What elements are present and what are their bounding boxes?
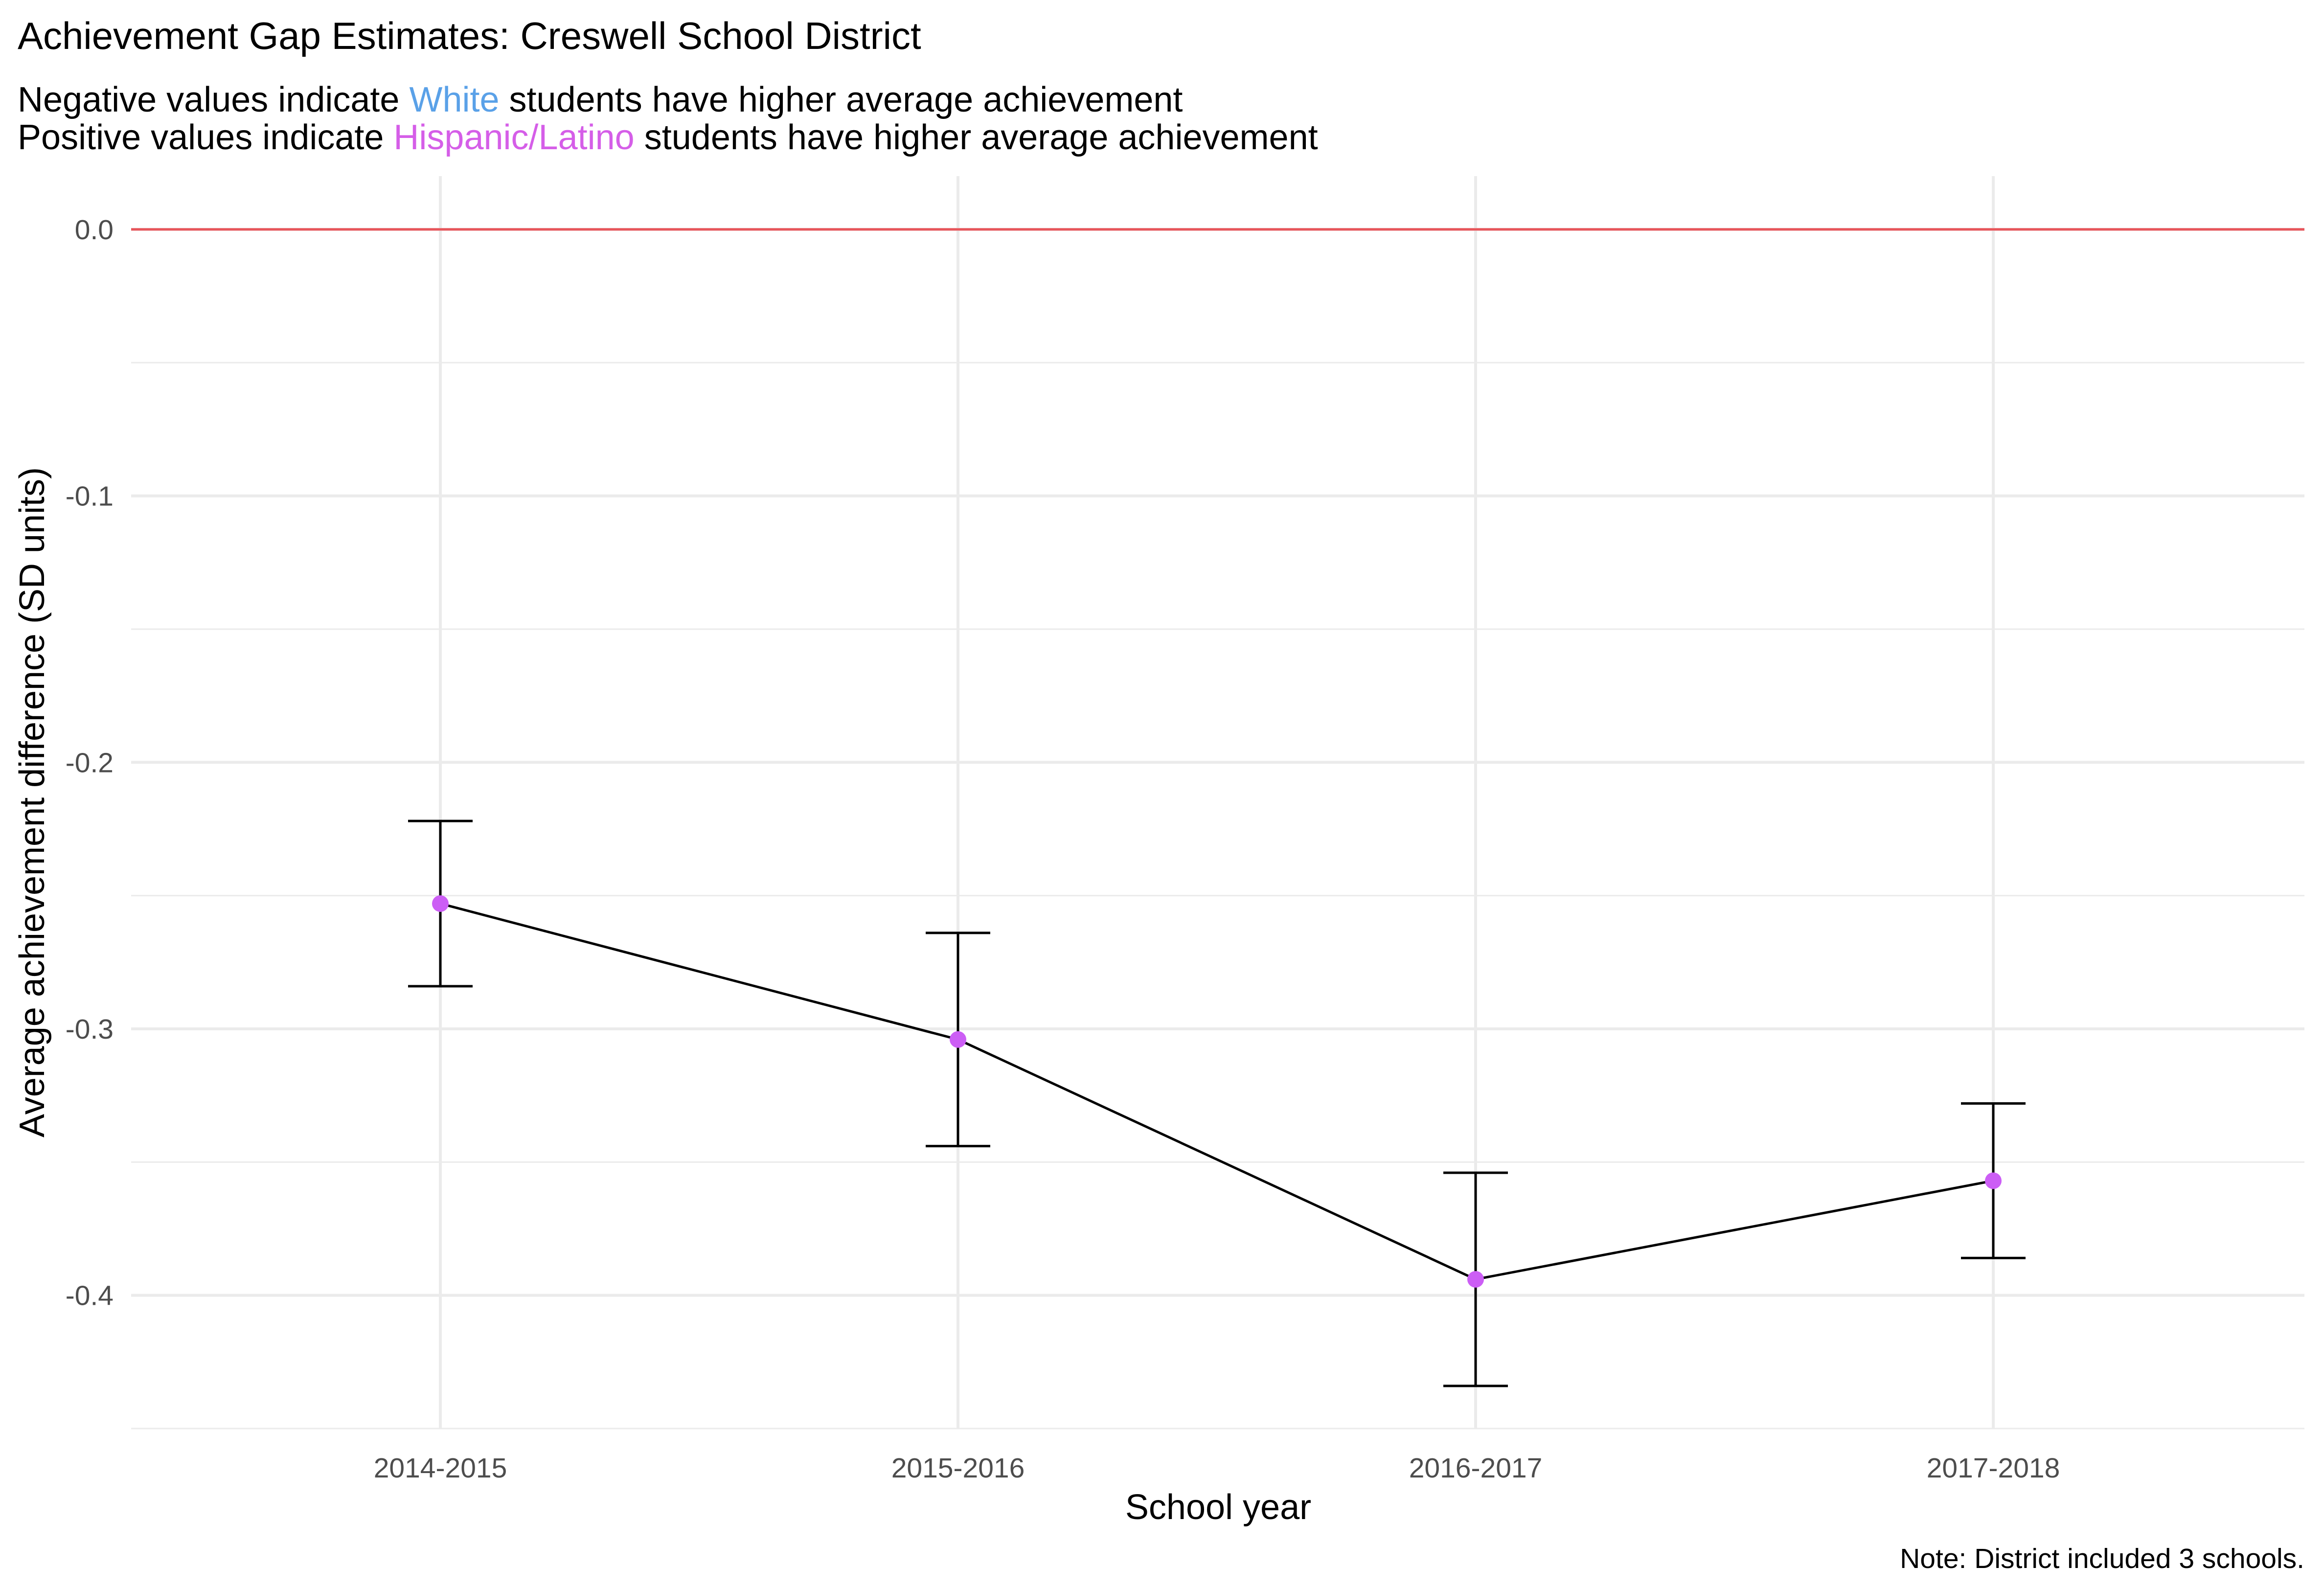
subtitle-2-prefix: Positive values indicate [18, 118, 393, 157]
data-point [1467, 1271, 1484, 1288]
subtitle-1-prefix: Negative values indicate [18, 80, 409, 119]
chart-subtitle-line-1: Negative values indicate White students … [18, 80, 1183, 119]
x-tick-label: 2014-2015 [374, 1453, 507, 1484]
data-point [432, 895, 449, 912]
x-tick-label: 2015-2016 [891, 1453, 1025, 1484]
y-tick-label: -0.3 [66, 1014, 114, 1045]
y-tick-label: -0.2 [66, 747, 114, 778]
tick-layer: 0.0 -0.1 -0.2 -0.3 -0.4 2014-2015 2015-2016 201… [66, 214, 2060, 1484]
subtitle-2-highlight: Hispanic/Latino [393, 118, 634, 157]
data-point [1985, 1172, 2002, 1189]
y-tick-label: 0.0 [75, 214, 114, 246]
grid-layer [131, 176, 2304, 1430]
series-layer [408, 819, 2026, 1387]
chart-title: Achievement Gap Estimates: Creswell Scho… [18, 14, 921, 57]
series-line [440, 902, 1994, 1281]
subtitle-1-highlight: White [409, 80, 499, 119]
x-tick-label: 2016-2017 [1409, 1453, 1543, 1484]
x-tick-label: 2017-2018 [1927, 1453, 2060, 1484]
subtitle-2-suffix: students have higher average achievement [635, 118, 1318, 157]
chart-caption: Note: District included 3 schools. [1900, 1543, 2304, 1574]
subtitle-1-suffix: students have higher average achievement [500, 80, 1183, 119]
x-axis-title: School year [1125, 1488, 1311, 1527]
y-tick-label: -0.1 [66, 481, 114, 512]
y-tick-label: -0.4 [66, 1280, 114, 1312]
y-axis-title: Average achievement difference (SD units… [13, 467, 52, 1137]
data-point [950, 1031, 966, 1048]
chart-subtitle-line-2: Positive values indicate Hispanic/Latino… [18, 118, 1318, 157]
